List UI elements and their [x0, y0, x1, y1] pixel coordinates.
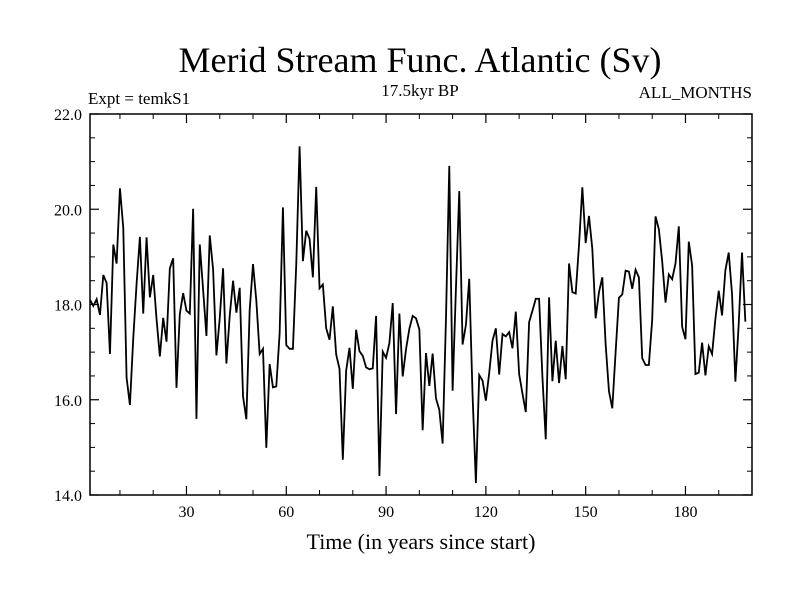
x-axis: 30 60 90 120 150 180: [119, 114, 753, 521]
y-tick-label: 14.0: [54, 488, 82, 505]
x-tick-label: 90: [378, 504, 394, 521]
x-tick-label: 150: [574, 504, 598, 521]
x-tick-label: 30: [178, 504, 194, 521]
x-tick-label: 60: [278, 504, 294, 521]
plot-frame: [89, 113, 753, 496]
series-group: [89, 146, 747, 484]
chart-title: Merid Stream Func. Atlantic (Sv): [179, 40, 662, 80]
months-label: ALL_MONTHS: [639, 83, 752, 102]
x-axis-label: Time (in years since start): [307, 529, 536, 554]
x-tick-label: 120: [474, 504, 498, 521]
x-tick-label: 180: [673, 504, 697, 521]
period-label: 17.5kyr BP: [381, 81, 458, 100]
series-line-temkS1: [89, 146, 747, 484]
y-tick-label: 16.0: [54, 393, 82, 410]
y-tick-label: 18.0: [54, 298, 82, 315]
y-axis: 14.0 16.0 18.0 20.0 22.0: [54, 107, 752, 505]
y-tick-label: 22.0: [54, 107, 82, 124]
y-tick-label: 20.0: [54, 202, 82, 219]
experiment-label: Expt = temkS1: [88, 89, 190, 108]
